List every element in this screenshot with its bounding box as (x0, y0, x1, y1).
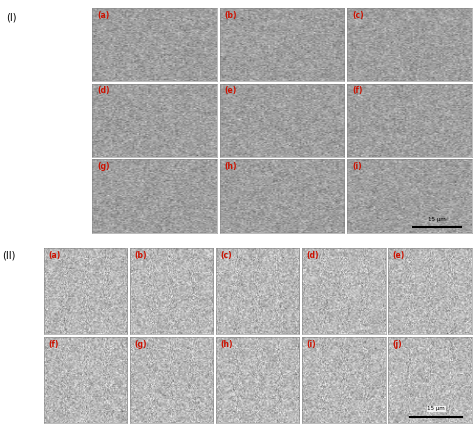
Text: (b): (b) (225, 11, 237, 20)
Text: (d): (d) (307, 251, 319, 260)
Text: (f): (f) (352, 86, 363, 95)
Text: (g): (g) (134, 341, 147, 350)
Text: 15 μm: 15 μm (428, 217, 446, 221)
Text: 15 μm: 15 μm (428, 406, 445, 411)
Text: (I): (I) (6, 12, 17, 22)
Text: (e): (e) (392, 251, 405, 260)
Text: (i): (i) (307, 341, 316, 350)
Text: (h): (h) (220, 341, 233, 350)
Text: (f): (f) (48, 341, 59, 350)
Text: (II): (II) (2, 250, 16, 260)
Text: (g): (g) (98, 162, 110, 171)
Text: (a): (a) (48, 251, 61, 260)
Text: (i): (i) (352, 162, 362, 171)
Text: (j): (j) (392, 341, 402, 350)
Text: (b): (b) (134, 251, 147, 260)
Text: (c): (c) (220, 251, 232, 260)
Text: (c): (c) (352, 11, 364, 20)
Text: (e): (e) (225, 86, 237, 95)
Text: (h): (h) (225, 162, 237, 171)
Text: (d): (d) (98, 86, 110, 95)
Text: (a): (a) (98, 11, 109, 20)
